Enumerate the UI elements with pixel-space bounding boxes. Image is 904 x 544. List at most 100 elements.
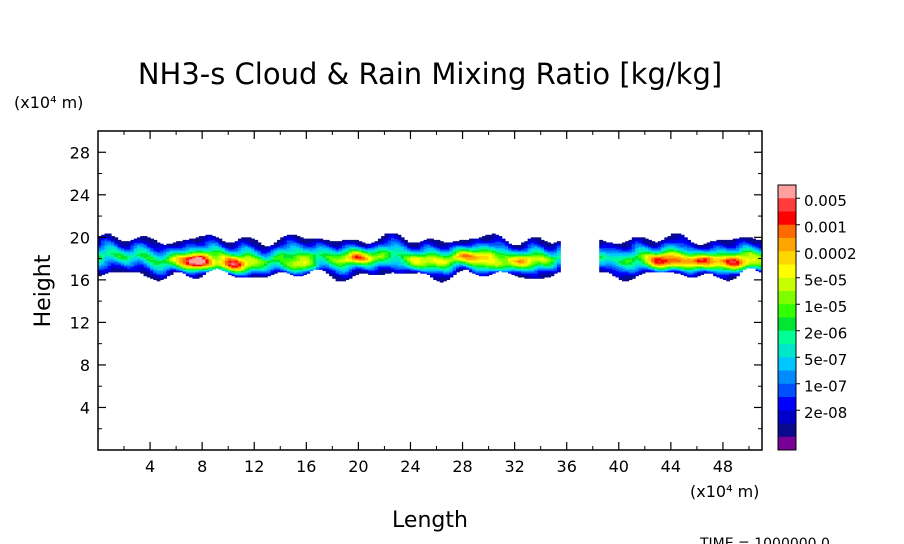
- cloud-cell: [706, 259, 711, 261]
- cloud-cell: [693, 248, 698, 251]
- cloud-cell: [534, 275, 539, 278]
- cloud-cell: [124, 253, 128, 256]
- cloud-cell: [322, 247, 327, 250]
- cloud-cell: [345, 267, 350, 270]
- cloud-cell: [189, 261, 193, 264]
- cloud-cell: [293, 257, 298, 260]
- cloud-cell: [521, 246, 525, 249]
- cloud-cell: [667, 270, 672, 273]
- cloud-cell: [456, 265, 460, 268]
- cloud-cell: [319, 262, 324, 265]
- cloud-cell: [690, 250, 695, 252]
- cloud-cell: [361, 242, 366, 245]
- cloud-cell: [644, 244, 649, 247]
- cloud-cell: [329, 271, 333, 274]
- cloud-cell: [140, 238, 145, 241]
- cloud-cell: [335, 270, 340, 273]
- cloud-cell: [247, 257, 252, 260]
- cloud-cell: [534, 269, 539, 272]
- cloud-cell: [364, 247, 369, 250]
- cloud-cell: [413, 259, 418, 261]
- cloud-cell: [413, 251, 418, 254]
- cloud-cell: [537, 244, 542, 247]
- cloud-cell: [628, 270, 633, 273]
- cloud-cell: [726, 252, 731, 255]
- cloud-cell: [101, 265, 106, 268]
- cloud-cell: [351, 260, 356, 263]
- cloud-cell: [104, 265, 109, 268]
- cloud-cell: [631, 255, 636, 258]
- cloud-cell: [426, 255, 431, 258]
- cloud-cell: [449, 248, 454, 251]
- cloud-cell: [241, 264, 246, 267]
- cloud-cell: [482, 248, 486, 251]
- cloud-cell: [133, 248, 138, 251]
- cloud-cell: [195, 237, 200, 240]
- cloud-cell: [319, 266, 324, 269]
- cloud-cell: [293, 259, 298, 261]
- cloud-cell: [420, 241, 425, 244]
- cloud-cell: [514, 257, 519, 260]
- cloud-cell: [296, 246, 301, 249]
- cloud-cell: [260, 248, 265, 251]
- cloud-cell: [716, 247, 721, 250]
- cloud-cell: [345, 253, 350, 256]
- cloud-cell: [511, 269, 516, 272]
- cloud-cell: [185, 256, 190, 259]
- cloud-cell: [612, 248, 617, 251]
- cloud-cell: [485, 239, 490, 242]
- cloud-cell: [182, 243, 187, 246]
- cloud-cell: [153, 259, 158, 261]
- cloud-cell: [368, 271, 373, 274]
- cloud-cell: [104, 243, 109, 246]
- cloud-cell: [508, 259, 512, 261]
- cloud-cell: [397, 270, 402, 273]
- cloud-cell: [683, 242, 688, 245]
- cloud-cell: [182, 244, 187, 247]
- cloud-cell: [140, 242, 145, 245]
- cloud-cell: [205, 259, 210, 261]
- cloud-cell: [205, 262, 210, 265]
- cloud-cell: [104, 248, 109, 251]
- cloud-cell: [514, 255, 519, 258]
- cloud-cell: [498, 261, 503, 264]
- cloud-cell: [400, 246, 405, 249]
- cloud-cell: [156, 278, 161, 281]
- cloud-cell: [348, 244, 353, 247]
- cloud-cell: [683, 243, 688, 246]
- cloud-cell: [153, 267, 158, 270]
- cloud-cell: [127, 250, 132, 252]
- cloud-cell: [153, 242, 158, 245]
- cloud-cell: [169, 267, 174, 270]
- cloud-cell: [159, 253, 164, 256]
- cloud-cell: [257, 250, 262, 252]
- cloud-cell: [469, 264, 473, 267]
- cloud-cell: [133, 247, 138, 250]
- cloud-cell: [237, 239, 242, 242]
- cloud-cell: [410, 260, 415, 263]
- cloud-cell: [482, 244, 486, 247]
- cloud-cell: [319, 256, 324, 259]
- cloud-cell: [176, 266, 180, 269]
- cloud-cell: [423, 260, 428, 263]
- cloud-cell: [176, 265, 180, 268]
- cloud-cell: [107, 251, 112, 254]
- cloud-cell: [306, 253, 311, 256]
- cloud-cell: [228, 251, 233, 254]
- cloud-cell: [146, 259, 151, 261]
- cloud-cell: [478, 262, 483, 265]
- cloud-cell: [556, 242, 561, 245]
- cloud-cell: [498, 250, 503, 252]
- cloud-cell: [358, 264, 363, 267]
- cloud-cell: [638, 244, 643, 247]
- cloud-cell: [342, 253, 346, 256]
- cloud-cell: [648, 270, 652, 273]
- cloud-cell: [146, 244, 151, 247]
- cloud-cell: [397, 261, 402, 264]
- cloud-cell: [436, 242, 441, 245]
- cloud-cell: [381, 247, 386, 250]
- cloud-cell: [394, 243, 399, 246]
- cloud-cell: [465, 241, 470, 244]
- cloud-cell: [98, 269, 102, 272]
- cloud-cell: [482, 241, 486, 244]
